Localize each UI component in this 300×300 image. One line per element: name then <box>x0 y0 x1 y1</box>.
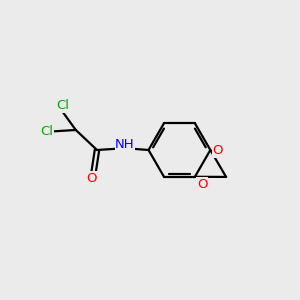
Text: O: O <box>212 144 223 157</box>
Text: Cl: Cl <box>41 125 54 138</box>
Text: O: O <box>87 172 97 185</box>
Text: NH: NH <box>115 139 135 152</box>
Text: Cl: Cl <box>56 99 69 112</box>
Text: O: O <box>197 178 207 191</box>
